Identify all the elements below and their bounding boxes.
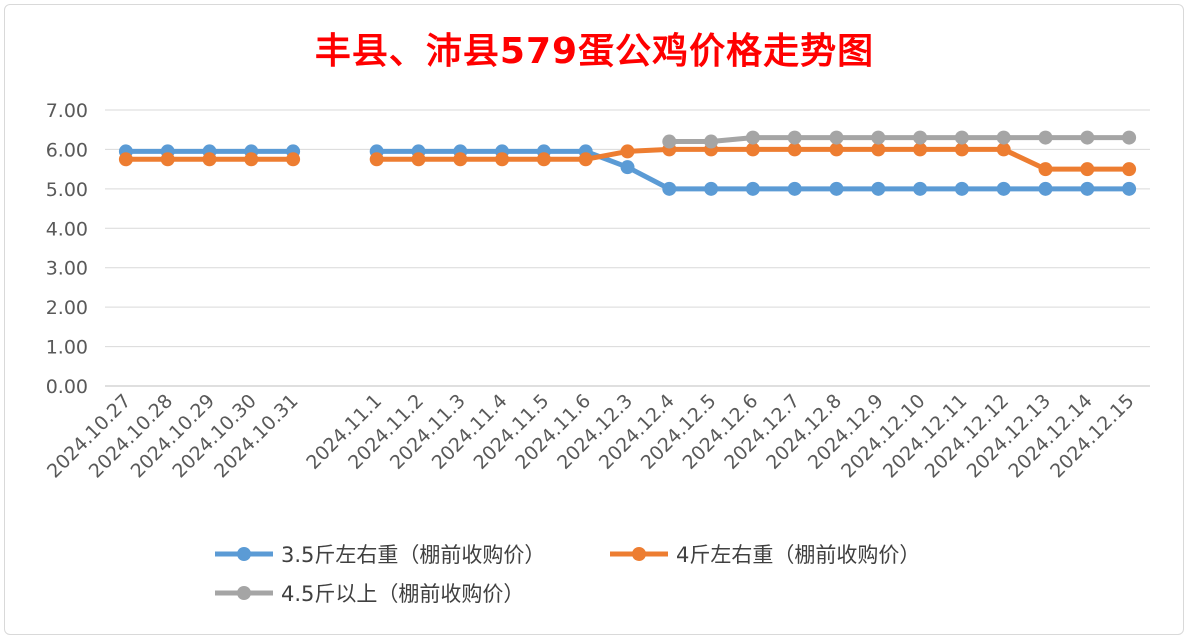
y-axis-ticks: 0.00 1.00 2.00 3.00 4.00 5.00 6.00 7.00: [46, 100, 88, 398]
legend-item: 4.5斤以上（棚前收购价）: [215, 582, 524, 606]
data-point: [244, 152, 259, 167]
data-point: [871, 130, 886, 145]
y-tick-label: 2.00: [46, 297, 88, 319]
data-point: [453, 152, 468, 167]
data-point: [662, 181, 677, 196]
data-point: [411, 152, 426, 167]
data-point: [829, 130, 844, 145]
data-point: [369, 152, 384, 167]
legend-marker: [632, 547, 646, 561]
data-point: [1038, 181, 1053, 196]
series-2: [118, 142, 1137, 177]
data-point: [704, 181, 719, 196]
data-point: [787, 142, 802, 157]
y-tick-label: 0.00: [46, 376, 88, 398]
series-1: [118, 144, 1137, 196]
data-point: [1038, 162, 1053, 177]
data-point: [913, 130, 928, 145]
data-point: [913, 142, 928, 157]
y-tick-label: 4.00: [46, 218, 88, 240]
x-axis-ticks: 2024.10.272024.10.282024.10.292024.10.30…: [43, 390, 1139, 482]
data-point: [620, 160, 635, 175]
data-point: [745, 130, 760, 145]
data-point: [1080, 181, 1095, 196]
data-point: [1122, 162, 1137, 177]
data-point: [787, 130, 802, 145]
legend-label: 4斤左右重（棚前收购价）: [676, 543, 920, 567]
y-tick-label: 3.00: [46, 258, 88, 280]
y-tick-label: 1.00: [46, 337, 88, 359]
chart-frame: [4, 4, 1184, 635]
legend-label: 4.5斤以上（棚前收购价）: [281, 582, 524, 606]
data-point: [829, 181, 844, 196]
data-point: [913, 181, 928, 196]
chart-title: 丰县、沛县579蛋公鸡价格走势图: [314, 31, 875, 72]
data-point: [745, 181, 760, 196]
legend-marker: [237, 547, 251, 561]
data-point: [1080, 130, 1095, 145]
data-point: [996, 142, 1011, 157]
data-point: [662, 134, 677, 149]
y-tick-label: 5.00: [46, 179, 88, 201]
data-point: [871, 181, 886, 196]
data-point: [1122, 130, 1137, 145]
data-point: [1080, 162, 1095, 177]
data-point: [829, 142, 844, 157]
data-point: [1122, 181, 1137, 196]
legend: 3.5斤左右重（棚前收购价） 4斤左右重（棚前收购价） 4.5斤以上（棚前收购价）: [215, 543, 920, 606]
data-point: [704, 134, 719, 149]
data-point: [996, 130, 1011, 145]
data-point: [620, 144, 635, 159]
y-tick-label: 6.00: [46, 139, 88, 161]
series-lines: [118, 130, 1137, 196]
data-point: [954, 181, 969, 196]
data-point: [578, 152, 593, 167]
legend-label: 3.5斤左右重（棚前收购价）: [281, 543, 545, 567]
legend-marker: [237, 586, 251, 600]
series-line: [669, 135, 1130, 145]
data-point: [954, 142, 969, 157]
data-point: [871, 142, 886, 157]
data-point: [996, 181, 1011, 196]
data-point: [202, 152, 217, 167]
series-3: [662, 130, 1137, 149]
legend-item: 3.5斤左右重（棚前收购价）: [215, 543, 545, 567]
data-point: [536, 152, 551, 167]
data-point: [954, 130, 969, 145]
data-point: [286, 152, 301, 167]
data-point: [495, 152, 510, 167]
legend-item: 4斤左右重（棚前收购价）: [610, 543, 920, 567]
data-point: [787, 181, 802, 196]
data-point: [160, 152, 175, 167]
y-tick-label: 7.00: [46, 100, 88, 122]
data-point: [745, 142, 760, 157]
data-point: [118, 152, 133, 167]
data-point: [1038, 130, 1053, 145]
